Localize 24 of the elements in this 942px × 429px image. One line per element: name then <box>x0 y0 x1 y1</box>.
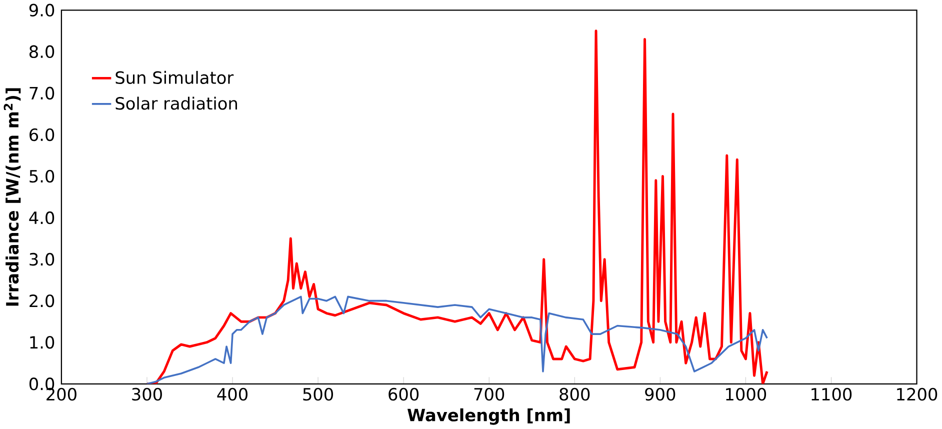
x-tick-label: 1200 <box>897 388 938 401</box>
x-tick-label: 300 <box>132 388 162 401</box>
y-tick-label: 7.0 <box>30 87 54 100</box>
x-tick-label: 1100 <box>812 388 852 401</box>
y-tick-label: 3.0 <box>30 253 54 266</box>
x-tick-label: 1000 <box>726 388 766 401</box>
y-tick-label: 4.0 <box>29 212 54 224</box>
y-axis-title: Irradiance [W/(nm m$^{2}$)] <box>4 88 21 306</box>
legend-label: Sun Simulator <box>116 71 234 84</box>
x-tick-label: 700 <box>474 388 504 401</box>
y-tick-label: 2.0 <box>30 294 54 308</box>
x-tick-label: 500 <box>303 388 334 401</box>
y-tick-label: 9.0 <box>29 4 54 17</box>
y-tick-label: 8.0 <box>30 45 54 58</box>
x-tick-label: 200 <box>46 388 76 401</box>
y-tick-label: 1.0 <box>30 336 54 349</box>
y-tick-label: 6.0 <box>30 128 54 142</box>
y-tick-label: 5.0 <box>30 170 54 183</box>
x-tick-label: 600 <box>388 388 419 401</box>
x-tick-label: 400 <box>217 388 248 401</box>
x-tick-label: 800 <box>560 388 590 401</box>
legend-label: Solar radiation <box>116 96 237 110</box>
x-tick-label: 900 <box>645 388 676 401</box>
x-axis-title: Wavelength [nm] <box>407 408 570 426</box>
